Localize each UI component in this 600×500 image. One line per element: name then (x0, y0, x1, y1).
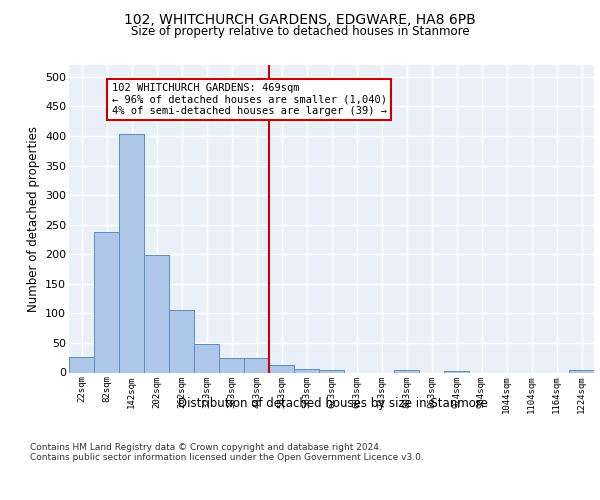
Text: Contains HM Land Registry data © Crown copyright and database right 2024.
Contai: Contains HM Land Registry data © Crown c… (30, 442, 424, 462)
Text: Size of property relative to detached houses in Stanmore: Size of property relative to detached ho… (131, 25, 469, 38)
Bar (94, 232, 119, 372)
Bar (319, 370, 344, 372)
Bar (144, 255, 169, 372)
Bar (219, 358, 244, 372)
Bar (119, 134, 144, 372)
Y-axis label: Number of detached properties: Number of detached properties (26, 126, 40, 312)
Bar (244, 358, 269, 372)
Bar (394, 370, 419, 372)
Bar (169, 310, 194, 372)
Bar (69, 356, 94, 372)
Bar (569, 370, 594, 372)
Bar (269, 366, 294, 372)
Text: 102, WHITCHURCH GARDENS, EDGWARE, HA8 6PB: 102, WHITCHURCH GARDENS, EDGWARE, HA8 6P… (124, 12, 476, 26)
Bar (444, 370, 469, 372)
Bar (294, 369, 319, 372)
Bar (194, 344, 219, 372)
Text: Distribution of detached houses by size in Stanmore: Distribution of detached houses by size … (178, 398, 488, 410)
Text: 102 WHITCHURCH GARDENS: 469sqm
← 96% of detached houses are smaller (1,040)
4% o: 102 WHITCHURCH GARDENS: 469sqm ← 96% of … (112, 82, 386, 116)
